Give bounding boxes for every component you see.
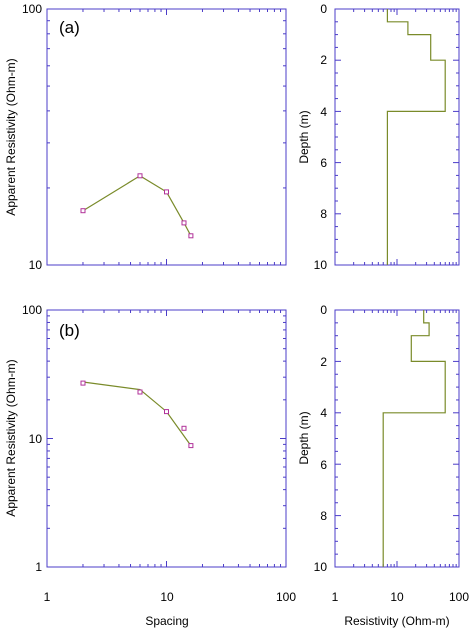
panel-a-ylabel: Apparent Resistivity (Ohm-m) xyxy=(4,58,18,215)
panel-b-ytick-100: 100 xyxy=(22,303,42,317)
panel-b-xtick-100: 100 xyxy=(276,590,296,604)
b-sounding-point xyxy=(80,380,86,386)
a-sounding-point xyxy=(137,173,143,179)
panel-b-model-xtick-100: 100 xyxy=(449,590,469,604)
panel-b-model-data xyxy=(382,310,446,567)
panel-b-ytick-1: 1 xyxy=(35,560,42,574)
b-sounding-point xyxy=(137,389,143,395)
panel-b-xtick-10: 10 xyxy=(160,590,174,604)
a-sounding-point xyxy=(164,189,169,195)
panel-b-xlabel: Spacing xyxy=(145,614,188,628)
b-model-layer-model xyxy=(382,310,446,567)
panel-b-model-ylabel: Depth (m) xyxy=(297,411,311,464)
panel-a-model-ylabel: Depth (m) xyxy=(297,110,311,163)
panel-a-model: Depth (m) 0 2 4 6 8 10 xyxy=(297,2,460,272)
panel-b-depth-tick-4: 4 xyxy=(320,406,327,420)
panel-b-data xyxy=(80,380,194,449)
panel-b-ticks xyxy=(47,310,286,567)
panel-b-xtick-1: 1 xyxy=(44,590,51,604)
panel-a-model-ticks xyxy=(335,8,459,266)
panel-a-depth-tick-4: 4 xyxy=(320,105,327,119)
a-model-layer-model xyxy=(386,9,446,265)
a-sounding-point xyxy=(188,233,194,239)
panel-a-depth-tick-6: 6 xyxy=(320,156,327,170)
b-sounding-point xyxy=(188,443,194,449)
a-sounding-point xyxy=(181,220,187,226)
panel-a-sounding: (a) Apparent Resistivity (Ohm-m) 100 10 xyxy=(4,2,287,272)
b-sounding-series-line xyxy=(82,381,192,446)
panel-b-depth-tick-10: 10 xyxy=(314,560,328,574)
panel-b-ylabel: Apparent Resistivity (Ohm-m) xyxy=(4,359,18,516)
b-sounding-point xyxy=(181,425,187,431)
panel-b-model-xlabel: Resistivity (Ohm-m) xyxy=(344,614,449,628)
panel-b-depth-tick-6: 6 xyxy=(320,458,327,472)
panel-b-depth-tick-0: 0 xyxy=(320,303,327,317)
panel-a-model-data xyxy=(386,9,446,265)
panel-a-ytick-10: 10 xyxy=(29,258,43,272)
panel-b-model: Depth (m) 0 2 4 6 8 10 1 10 100 Resistiv… xyxy=(297,303,469,628)
panel-b-ytick-10: 10 xyxy=(29,432,43,446)
panel-a-data xyxy=(80,173,194,239)
panel-b-label: (b) xyxy=(59,321,80,340)
b-sounding-point xyxy=(164,409,169,415)
panel-b-model-ticks xyxy=(335,309,459,568)
panel-a-depth-tick-2: 2 xyxy=(320,53,327,67)
panel-a-label: (a) xyxy=(59,18,80,37)
panel-b-depth-tick-2: 2 xyxy=(320,355,327,369)
panel-b-model-xtick-10: 10 xyxy=(390,590,404,604)
panel-a-depth-tick-10: 10 xyxy=(314,258,328,272)
panel-a-depth-tick-0: 0 xyxy=(320,2,327,16)
panel-a-depth-tick-8: 8 xyxy=(320,207,327,221)
panel-b-sounding: (b) Apparent Resistivity (Ohm-m) 100 10 … xyxy=(4,303,296,628)
a-sounding-point xyxy=(80,208,86,214)
panel-a-ytick-100: 100 xyxy=(22,2,42,16)
panel-b-depth-tick-8: 8 xyxy=(320,509,327,523)
panel-a-ticks xyxy=(47,9,286,265)
panel-b-model-xtick-1: 1 xyxy=(332,590,339,604)
